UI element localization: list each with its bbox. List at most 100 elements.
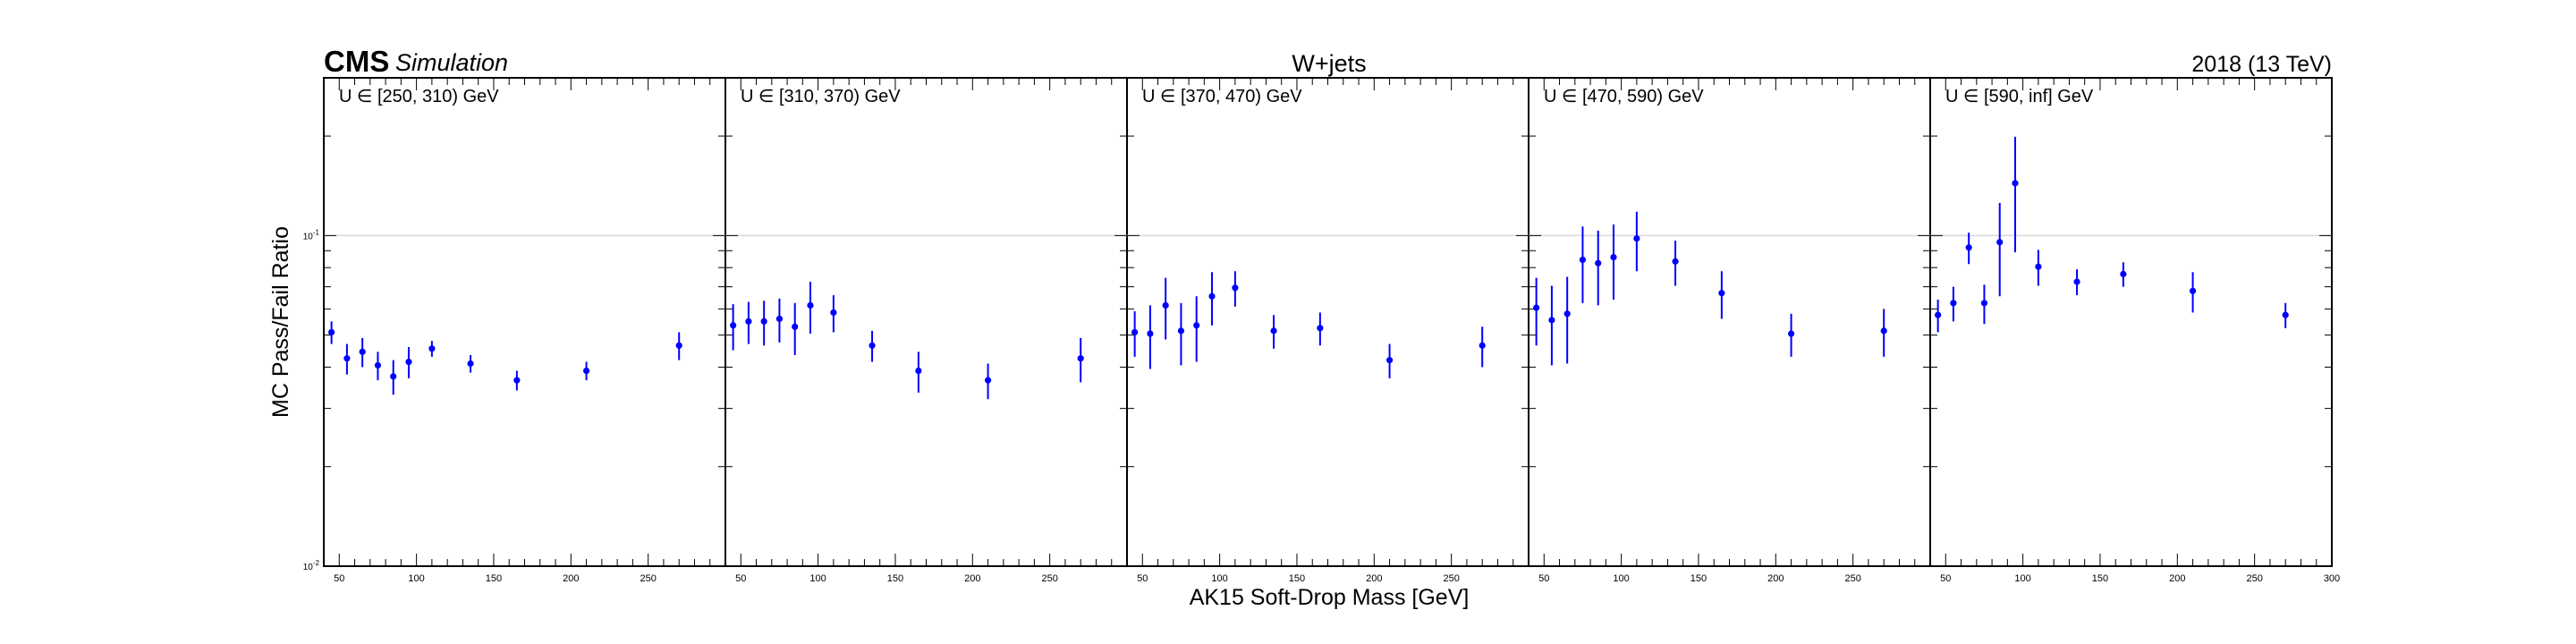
panel-frame xyxy=(323,77,726,567)
x-tick-label: 150 xyxy=(1289,573,1305,584)
data-point xyxy=(1980,300,1988,307)
data-point xyxy=(1077,355,1084,362)
process-title: W+jets xyxy=(1292,50,1366,77)
data-point xyxy=(328,328,335,336)
data-point xyxy=(1787,330,1795,337)
panel-label: U ∈ [310, 370) GeV xyxy=(741,87,901,106)
panel-frame xyxy=(724,77,1128,567)
data-point xyxy=(1177,327,1185,335)
panel-frames xyxy=(323,77,2333,567)
x-tick-label: 150 xyxy=(486,573,502,584)
panel-label: U ∈ [250, 310) GeV xyxy=(339,87,499,106)
data-point xyxy=(2035,263,2042,270)
data-point xyxy=(775,315,784,323)
data-point xyxy=(1950,300,1957,307)
y-axis-label: MC Pass/Fail Ratio xyxy=(268,226,293,418)
cms-label: CMS xyxy=(324,45,389,78)
x-tick-label: 200 xyxy=(2169,573,2185,584)
data-point xyxy=(1147,330,1154,337)
panel-label: U ∈ [470, 590) GeV xyxy=(1544,87,1704,106)
data-point xyxy=(1317,325,1324,332)
x-tick-label: 50 xyxy=(735,573,746,584)
data-point xyxy=(1193,322,1200,329)
data-point xyxy=(1633,235,1640,242)
data-point xyxy=(1548,317,1555,324)
x-tick-label: 150 xyxy=(2092,573,2108,584)
x-tick-label: 50 xyxy=(1137,573,1148,584)
data-point xyxy=(1672,258,1679,265)
lumi-label: 2018 (13 TeV) xyxy=(2191,52,2332,77)
panel-label: U ∈ [590, inf] GeV xyxy=(1945,87,2094,106)
data-point xyxy=(1162,301,1169,309)
data-point xyxy=(1131,328,1139,336)
data-point xyxy=(2189,287,2197,294)
panel-3: 50 100 150 200 250 U ∈ [370, 470) GeV xyxy=(1127,77,1529,584)
x-tick-label: 100 xyxy=(1613,573,1629,584)
data-point xyxy=(1610,253,1617,261)
data-point xyxy=(1563,310,1571,318)
data-point xyxy=(1533,304,1540,311)
panel-frame xyxy=(1126,77,1530,567)
data-point xyxy=(390,373,397,380)
data-point xyxy=(2282,311,2289,318)
data-point xyxy=(1208,292,1216,300)
x-tick-label: 200 xyxy=(964,573,980,584)
panel-frame xyxy=(1929,77,2333,567)
data-point xyxy=(405,358,412,366)
x-tick-label: 250 xyxy=(1443,573,1459,584)
x-tick-label: 200 xyxy=(1366,573,1382,584)
data-point xyxy=(1579,256,1587,263)
x-tick-label: 50 xyxy=(1538,573,1549,584)
data-point xyxy=(1595,259,1602,267)
x-tick-label: 200 xyxy=(1767,573,1784,584)
data-point xyxy=(513,377,521,384)
x-tick-label: 250 xyxy=(2246,573,2262,584)
x-axis-label: AK15 Soft-Drop Mass [GeV] xyxy=(1190,585,1470,610)
panel-2: 50 100 150 200 250 U ∈ [310, 370) GeV xyxy=(725,77,1127,584)
data-point xyxy=(343,355,351,362)
x-tick-label: 250 xyxy=(1844,573,1860,584)
x-tick-label: 250 xyxy=(640,573,656,584)
x-tick-label: 250 xyxy=(1041,573,1057,584)
data-point xyxy=(792,323,799,330)
data-point xyxy=(359,348,366,355)
x-tick-label: 100 xyxy=(2014,573,2030,584)
data-point xyxy=(915,367,922,375)
data-point xyxy=(467,360,474,368)
data-point xyxy=(1965,244,1972,251)
data-point xyxy=(745,318,752,325)
data-point xyxy=(2012,180,2019,187)
data-point xyxy=(2073,278,2080,285)
data-point xyxy=(1935,311,1942,318)
data-point xyxy=(1880,327,1887,335)
y-tick-label: 10-2 xyxy=(303,559,320,572)
data-point xyxy=(1479,342,1486,349)
x-tick-label: 100 xyxy=(809,573,826,584)
data-point xyxy=(807,301,814,309)
data-point xyxy=(760,318,767,325)
data-point xyxy=(1718,290,1725,297)
panel-4: 50 100 150 200 250 U ∈ [470, 590) GeV xyxy=(1529,77,1930,584)
panel-5: 50 100 150 200 250 300 U ∈ [590, inf] GeV xyxy=(1930,77,2340,584)
data-point xyxy=(1232,284,1239,292)
data-point xyxy=(869,342,876,349)
panel-1: 50 100 150 200 250 10-2 10-1 U ∈ [250, 310) GeV xyxy=(303,77,725,584)
data-point xyxy=(730,322,737,329)
x-tick-label: 150 xyxy=(887,573,903,584)
x-tick-label: 200 xyxy=(563,573,579,584)
x-tick-label: 300 xyxy=(2324,573,2340,584)
panel-label: U ∈ [370, 470) GeV xyxy=(1142,87,1302,106)
x-tick-label: 150 xyxy=(1690,573,1707,584)
data-point xyxy=(428,345,436,352)
data-point xyxy=(830,309,837,317)
data-point xyxy=(984,377,992,384)
data-point xyxy=(675,342,682,349)
data-point xyxy=(1996,239,2004,246)
data-point xyxy=(582,367,590,375)
x-tick-label: 50 xyxy=(334,573,344,584)
data-point xyxy=(1385,357,1394,364)
data-point xyxy=(1270,327,1277,335)
data-point xyxy=(2120,270,2127,277)
panel-frame xyxy=(1528,77,1931,567)
